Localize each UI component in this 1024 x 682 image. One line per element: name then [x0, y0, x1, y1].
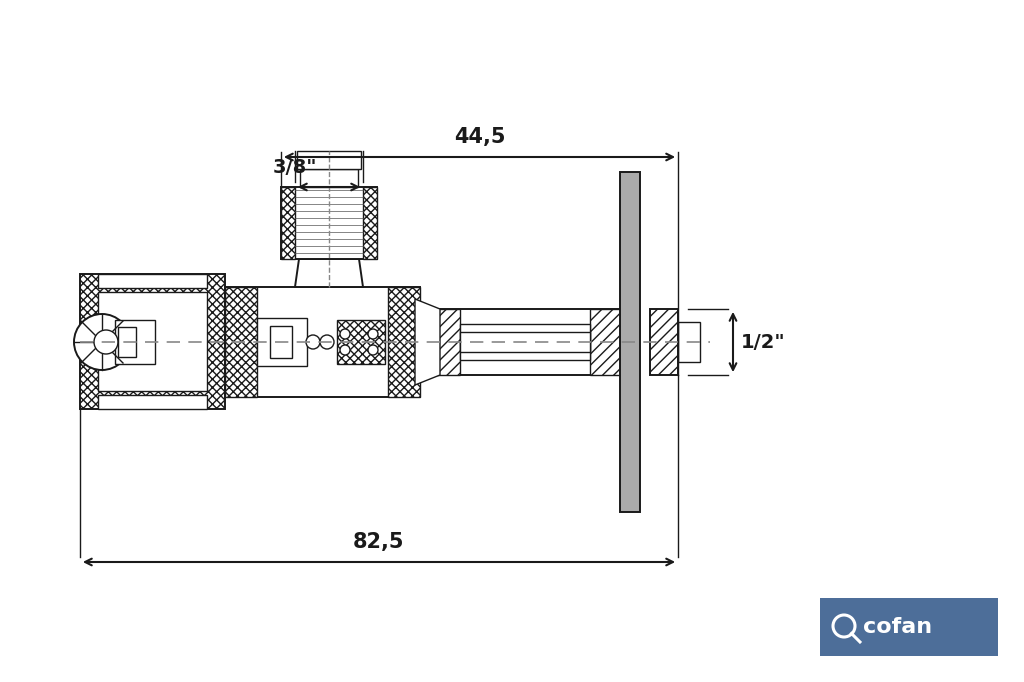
Bar: [337, 320, 385, 364]
Bar: [460, 332, 590, 352]
Circle shape: [340, 345, 350, 355]
Text: 44,5: 44,5: [454, 127, 505, 147]
Bar: [98, 395, 207, 409]
Bar: [225, 287, 257, 397]
Polygon shape: [415, 299, 440, 385]
Bar: [820, 598, 998, 656]
Bar: [420, 309, 460, 375]
Bar: [297, 151, 361, 169]
Bar: [420, 309, 630, 375]
Polygon shape: [295, 259, 362, 287]
Bar: [362, 187, 377, 259]
Bar: [118, 327, 136, 357]
Bar: [115, 320, 155, 364]
Bar: [270, 326, 292, 358]
Circle shape: [94, 330, 118, 354]
Bar: [300, 169, 358, 187]
Bar: [678, 322, 700, 362]
Bar: [388, 287, 420, 397]
Text: 3/8": 3/8": [273, 158, 317, 177]
Bar: [590, 309, 630, 375]
Bar: [225, 287, 420, 397]
Circle shape: [340, 329, 350, 339]
Bar: [460, 324, 590, 360]
Bar: [281, 187, 295, 259]
Circle shape: [368, 329, 378, 339]
Bar: [650, 309, 678, 375]
Circle shape: [319, 335, 334, 349]
Bar: [620, 172, 640, 512]
Circle shape: [368, 345, 378, 355]
Circle shape: [306, 335, 319, 349]
Text: 1/2": 1/2": [741, 333, 785, 351]
Bar: [257, 318, 307, 366]
Bar: [281, 187, 377, 259]
Text: cofan: cofan: [863, 617, 932, 637]
Text: 82,5: 82,5: [353, 532, 404, 552]
Bar: [98, 292, 207, 391]
Bar: [80, 274, 225, 409]
Bar: [98, 274, 207, 288]
Circle shape: [74, 314, 130, 370]
